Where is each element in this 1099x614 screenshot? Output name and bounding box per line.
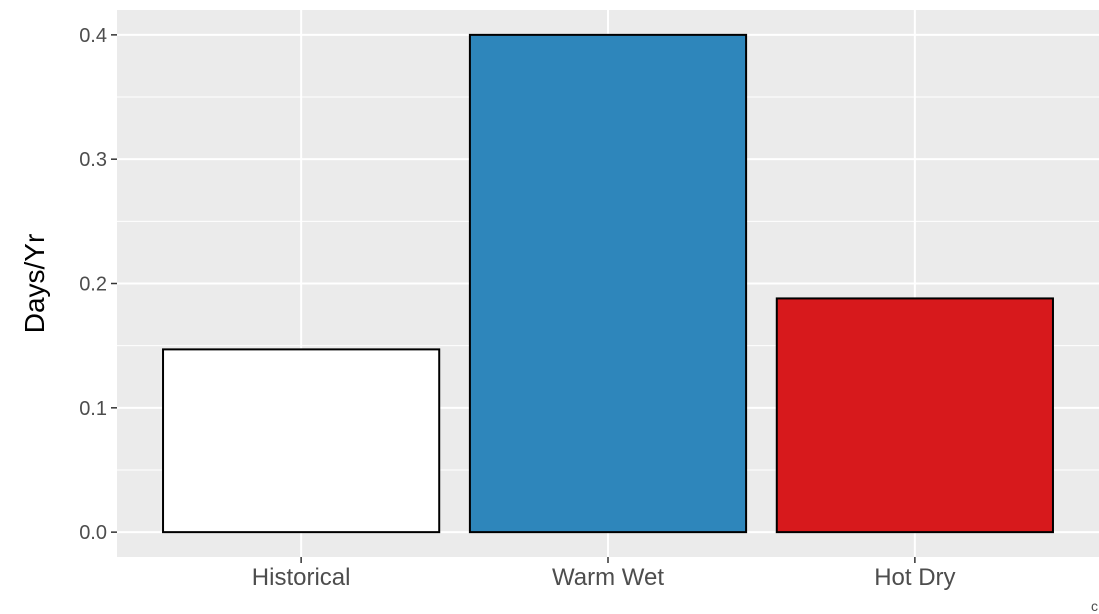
y-axis-ticks: 0.0 0.1 0.2 0.3 0.4 [79, 25, 117, 544]
x-tick-label: Historical [252, 564, 351, 591]
bar-historical [162, 348, 441, 534]
corner-character: c [1091, 598, 1098, 614]
bar-hot-dry [775, 297, 1054, 534]
bars [162, 33, 1054, 534]
y-tick-label: 0.4 [79, 25, 107, 47]
x-tick-label: Warm Wet [552, 564, 664, 591]
y-tick-label: 0.3 [79, 149, 107, 171]
y-tick-label: 0.2 [79, 274, 107, 296]
x-axis-ticks: Historical Warm Wet Hot Dry [252, 557, 956, 591]
bar-warm-wet [468, 33, 748, 534]
y-tick-label: 0.0 [79, 522, 107, 544]
y-tick-label: 0.1 [79, 398, 107, 420]
y-axis-title: Days/Yr [19, 234, 50, 334]
x-tick-label: Hot Dry [874, 564, 955, 591]
